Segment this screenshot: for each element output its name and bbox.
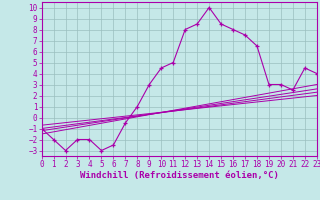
X-axis label: Windchill (Refroidissement éolien,°C): Windchill (Refroidissement éolien,°C) [80, 171, 279, 180]
